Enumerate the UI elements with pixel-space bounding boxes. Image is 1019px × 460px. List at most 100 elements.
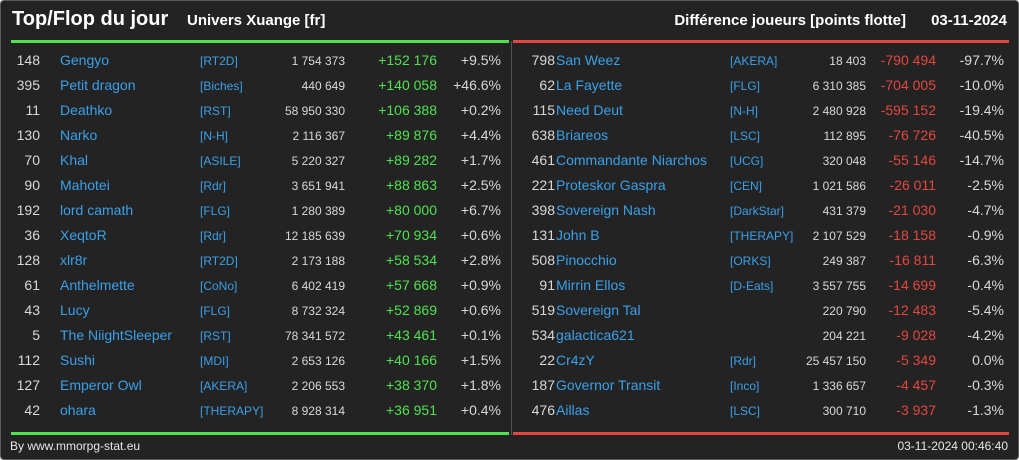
alliance-tag-link[interactable]: [FLG] bbox=[200, 204, 231, 218]
player-total-points: 5 220 327 bbox=[291, 154, 345, 168]
alliance-tag-link[interactable]: [CoNo] bbox=[200, 279, 238, 293]
player-total-points: 58 950 330 bbox=[284, 104, 345, 118]
percent-change: +9.5% bbox=[460, 52, 501, 68]
player-name-link[interactable]: John B bbox=[556, 227, 600, 243]
percent-change: +1.8% bbox=[460, 377, 501, 393]
alliance-tag-link[interactable]: [Rdr] bbox=[200, 229, 227, 243]
site-credit: By www.mmorpg-stat.eu bbox=[10, 439, 141, 453]
player-name-link[interactable]: XeqtoR bbox=[60, 227, 107, 243]
player-rank: 128 bbox=[16, 252, 40, 268]
alliance-tag-link[interactable]: [N-H] bbox=[730, 104, 758, 118]
points-difference: +43 461 bbox=[386, 327, 437, 343]
player-total-points: 220 790 bbox=[822, 304, 866, 318]
player-name-link[interactable]: ohara bbox=[60, 402, 96, 418]
alliance-tag-link[interactable]: [RT2D] bbox=[200, 254, 238, 268]
player-name-link[interactable]: lord camath bbox=[60, 202, 134, 218]
player-name-link[interactable]: San Weez bbox=[556, 52, 621, 68]
player-rank: 398 bbox=[531, 202, 555, 218]
player-name-link[interactable]: Sushi bbox=[60, 352, 96, 368]
table-row: 61 Anthelmette [CoNo] 6 402 419 +57 668 +0.9% bbox=[1, 273, 511, 298]
player-name-link[interactable]: Gengyo bbox=[60, 52, 110, 68]
alliance-tag-link[interactable]: [Rdr] bbox=[200, 179, 227, 193]
alliance-tag-link[interactable]: [AKERA] bbox=[200, 379, 248, 393]
percent-change: -6.3% bbox=[967, 252, 1004, 268]
metric-label: Différence joueurs [points flotte] bbox=[674, 12, 906, 29]
player-total-points: 8 928 314 bbox=[291, 404, 345, 418]
player-name-link[interactable]: La Fayette bbox=[556, 77, 623, 93]
percent-change: 0.0% bbox=[972, 352, 1004, 368]
player-total-points: 2 653 126 bbox=[291, 354, 345, 368]
alliance-tag-link[interactable]: [RST] bbox=[200, 329, 231, 343]
alliance-tag-link[interactable]: [ASILE] bbox=[200, 154, 241, 168]
player-name-link[interactable]: Sovereign Nash bbox=[556, 202, 656, 218]
alliance-tag-link[interactable]: [MDI] bbox=[200, 354, 229, 368]
player-name-link[interactable]: Lucy bbox=[60, 302, 90, 318]
player-name-link[interactable]: Pinocchio bbox=[556, 252, 617, 268]
player-name-link[interactable]: Commandante Niarchos bbox=[556, 152, 707, 168]
player-name-link[interactable]: Governor Transit bbox=[556, 377, 661, 393]
player-name-link[interactable]: Briareos bbox=[556, 127, 609, 143]
table-row: 115 Need Deut [N-H] 2 480 928 -595 152 -19.4% bbox=[512, 98, 1018, 123]
player-name-link[interactable]: Deathko bbox=[60, 102, 113, 118]
percent-change: +6.7% bbox=[460, 202, 501, 218]
player-name-link[interactable]: The NiightSleeper bbox=[60, 327, 173, 343]
alliance-tag-link[interactable]: [N-H] bbox=[200, 129, 228, 143]
table-row: 112 Sushi [MDI] 2 653 126 +40 166 +1.5% bbox=[1, 348, 511, 373]
player-name-link[interactable]: Need Deut bbox=[556, 102, 623, 118]
percent-change: -5.4% bbox=[967, 302, 1004, 318]
points-difference: +70 934 bbox=[386, 227, 437, 243]
player-name-link[interactable]: galactica621 bbox=[556, 327, 635, 343]
player-total-points: 2 206 553 bbox=[291, 379, 345, 393]
alliance-tag-link[interactable]: [Biches] bbox=[200, 79, 243, 93]
table-row: 476 Aillas [LSC] 300 710 -3 937 -1.3% bbox=[512, 398, 1018, 423]
player-name-link[interactable]: Petit dragon bbox=[60, 77, 136, 93]
alliance-tag-link[interactable]: [ORKS] bbox=[730, 254, 771, 268]
player-total-points: 1 336 657 bbox=[812, 379, 866, 393]
percent-change: +0.4% bbox=[460, 402, 501, 418]
player-rank: 476 bbox=[531, 402, 555, 418]
alliance-tag-link[interactable]: [Rdr] bbox=[730, 354, 757, 368]
alliance-tag-link[interactable]: [THERAPY] bbox=[730, 229, 794, 243]
points-difference: +89 282 bbox=[386, 152, 437, 168]
generated-timestamp: 03-11-2024 00:46:40 bbox=[897, 439, 1008, 453]
alliance-tag-link[interactable]: [DarkStar] bbox=[730, 204, 785, 218]
flop-header-bar bbox=[513, 40, 1009, 43]
alliance-tag-link[interactable]: [Inco] bbox=[730, 379, 760, 393]
player-name-link[interactable]: Mahotei bbox=[60, 177, 110, 193]
alliance-tag-link[interactable]: [UCG] bbox=[730, 154, 764, 168]
alliance-tag-link[interactable]: [THERAPY] bbox=[200, 404, 264, 418]
table-row: 508 Pinocchio [ORKS] 249 387 -16 811 -6.3% bbox=[512, 248, 1018, 273]
points-difference: +38 370 bbox=[386, 377, 437, 393]
player-name-link[interactable]: Khal bbox=[60, 152, 89, 168]
player-name-link[interactable]: xlr8r bbox=[60, 252, 88, 268]
points-difference: +140 058 bbox=[378, 77, 437, 93]
points-difference: +89 876 bbox=[386, 127, 437, 143]
player-name-link[interactable]: Cr4zY bbox=[556, 352, 595, 368]
player-total-points: 300 710 bbox=[822, 404, 866, 418]
alliance-tag-link[interactable]: [RT2D] bbox=[200, 54, 238, 68]
player-total-points: 2 107 529 bbox=[812, 229, 866, 243]
table-row: 519 Sovereign Tal 220 790 -12 483 -5.4% bbox=[512, 298, 1018, 323]
alliance-tag-link[interactable]: [D-Eats] bbox=[730, 279, 774, 293]
alliance-tag-link[interactable]: [CEN] bbox=[730, 179, 763, 193]
alliance-tag-link[interactable]: [LSC] bbox=[730, 404, 761, 418]
alliance-tag-link[interactable]: [AKERA] bbox=[730, 54, 778, 68]
player-rank: 148 bbox=[16, 52, 40, 68]
percent-change: -4.2% bbox=[967, 327, 1004, 343]
player-name-link[interactable]: Narko bbox=[60, 127, 98, 143]
alliance-tag-link[interactable]: [FLG] bbox=[730, 79, 761, 93]
table-row: 127 Emperor Owl [AKERA] 2 206 553 +38 370 +1.… bbox=[1, 373, 511, 398]
table-row: 461 Commandante Niarchos [UCG] 320 048 -55 1… bbox=[512, 148, 1018, 173]
alliance-tag-link[interactable]: [RST] bbox=[200, 104, 231, 118]
player-rank: 638 bbox=[531, 127, 555, 143]
percent-change: -10.0% bbox=[959, 77, 1004, 93]
player-name-link[interactable]: Aillas bbox=[556, 402, 590, 418]
player-name-link[interactable]: Emperor Owl bbox=[60, 377, 142, 393]
player-name-link[interactable]: Anthelmette bbox=[60, 277, 135, 293]
player-rank: 22 bbox=[539, 352, 555, 368]
alliance-tag-link[interactable]: [LSC] bbox=[730, 129, 761, 143]
player-name-link[interactable]: Mirrin Ellos bbox=[556, 277, 626, 293]
alliance-tag-link[interactable]: [FLG] bbox=[200, 304, 231, 318]
player-name-link[interactable]: Sovereign Tal bbox=[556, 302, 641, 318]
player-name-link[interactable]: Proteskor Gaspra bbox=[556, 177, 666, 193]
